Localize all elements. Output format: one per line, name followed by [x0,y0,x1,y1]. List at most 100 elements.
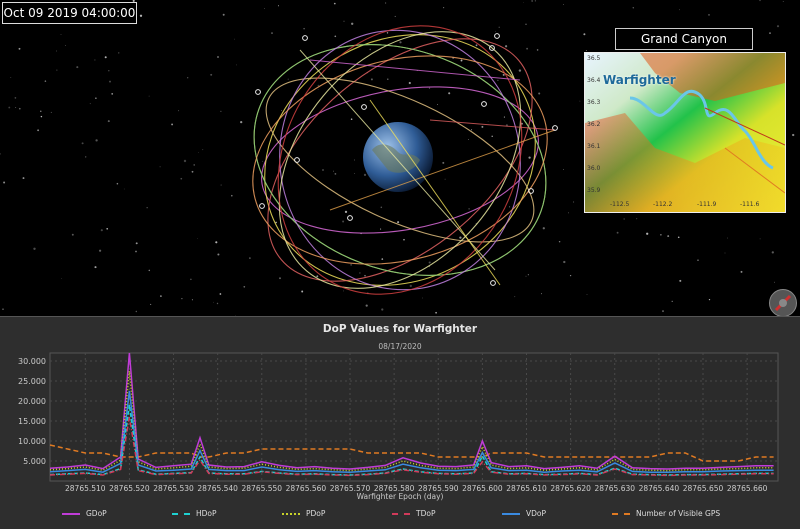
legend-tdop[interactable]: TDoP [392,503,435,525]
star [498,26,500,28]
orbit-path [267,38,533,282]
star [443,7,445,9]
star [359,272,361,274]
inset-terrain-map[interactable]: Warfighter 36.5 36.4 36.3 36.2 36.1 36.0… [584,52,786,213]
satellite-marker [302,35,308,41]
star [317,89,319,90]
x-tick-label: 28765.630 [594,484,635,493]
star [568,212,569,214]
star [210,73,213,76]
lat-tick-2: 36.3 [587,99,601,106]
x-tick-label: 28765.550 [242,484,283,493]
star [534,0,536,2]
star [118,52,120,54]
star [334,35,337,38]
star [50,111,52,113]
star [18,107,21,110]
legend-visible-gps[interactable]: Number of Visible GPS [612,503,720,525]
star [37,129,40,132]
x-tick-label: 28765.600 [462,484,503,493]
star [40,110,42,112]
star [14,97,17,99]
star [108,69,110,72]
star [116,182,119,185]
star [354,159,355,161]
star [95,139,98,142]
star [504,45,508,48]
star [277,5,280,7]
star [18,47,21,50]
star [317,84,320,87]
star [435,311,437,314]
star [231,194,233,197]
y-tick-label: 15.000 [18,417,46,426]
star [563,4,565,6]
star [95,97,97,99]
star [180,177,183,180]
legend-swatch-hdop [172,513,190,515]
star [287,78,289,80]
star [526,47,529,50]
satellite-link-line [369,99,501,286]
star [475,44,478,47]
star [481,125,484,128]
star [679,9,681,11]
star [220,184,222,186]
star [495,44,496,46]
lat-tick-4: 36.1 [587,143,601,150]
legend-gdop[interactable]: GDoP [62,503,107,525]
orbit-path [277,25,523,295]
star [243,285,246,288]
x-tick-label: 28765.510 [65,484,106,493]
star [249,257,251,259]
satellite-marker [481,101,487,107]
legend-vdop[interactable]: VDoP [502,503,546,525]
star [403,238,405,241]
star [160,295,162,297]
legend-label-vdop: VDoP [526,509,547,518]
star [8,106,11,109]
satellite-marker [528,188,534,194]
satellite-link-line [429,119,556,131]
x-tick-label: 28765.590 [418,484,459,493]
star [365,304,368,307]
star [697,259,699,261]
star [3,181,6,184]
x-axis-label: Warfighter Epoch (day) [356,492,444,501]
compass-icon[interactable] [769,289,797,317]
lon-tick-1: -112.2 [653,201,673,208]
star [123,188,125,190]
star [399,41,402,44]
star [586,294,588,295]
star [187,77,189,79]
star [190,278,192,281]
star [394,15,396,17]
star [98,249,102,252]
y-tick-label: 20.000 [18,397,46,406]
star [583,33,586,36]
star [527,274,529,276]
star [518,69,522,72]
star [213,301,214,303]
legend-swatch-tdop [392,513,410,515]
legend-hdop[interactable]: HDoP [172,503,217,525]
orbit-path [278,31,522,289]
star [148,95,150,97]
star [240,120,243,124]
star [528,156,531,159]
star [81,142,84,145]
star [178,110,180,112]
star [408,81,411,85]
star [563,169,564,170]
legend-pdop[interactable]: PDoP [282,503,325,525]
legend-swatch-pdop [282,513,300,515]
star [350,118,353,120]
satellite-marker [490,280,496,286]
satellite-marker [294,157,300,163]
star [146,207,148,209]
star [135,310,137,313]
lat-tick-1: 36.4 [587,77,601,84]
y-tick-label: 10.000 [18,437,46,446]
star [662,310,664,313]
y-tick-label: 25.000 [18,377,46,386]
